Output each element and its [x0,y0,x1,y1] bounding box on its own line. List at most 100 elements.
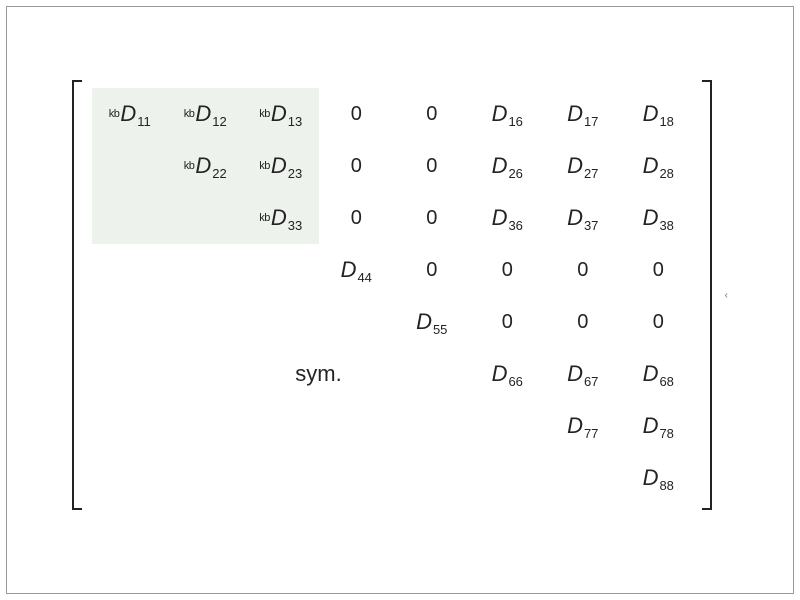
subscript: 12 [212,114,226,129]
cell-7-7: D88 [621,452,697,504]
d-entry: D67 [567,361,598,387]
cell-3-3: D44 [319,244,395,296]
letter-d: D [341,257,357,283]
cell-3-0 [92,244,168,296]
letter-d: D [271,153,287,179]
d-entry: D36 [492,205,523,231]
d-entry: D68 [643,361,674,387]
d-entry: kbD13 [259,101,302,127]
d-entry: D18 [643,101,674,127]
zero: 0 [577,311,588,334]
cell-4-1 [168,296,244,348]
cell-4-6: 0 [545,296,621,348]
subscript: 44 [357,270,371,285]
zero: 0 [502,259,513,282]
letter-d: D [643,361,659,387]
cell-1-7: D28 [621,140,697,192]
letter-d: D [492,205,508,231]
d-entry: D26 [492,153,523,179]
subscript: 36 [508,218,522,233]
letter-d: D [120,101,136,127]
cell-1-1: kbD22 [168,140,244,192]
cell-4-3 [319,296,395,348]
letter-d: D [416,309,432,335]
zero: 0 [351,155,362,178]
cell-3-4: 0 [394,244,470,296]
zero: 0 [502,311,513,334]
d-entry: kbD22 [184,153,227,179]
letter-d: D [195,101,211,127]
cell-0-2: kbD13 [243,88,319,140]
prefix-kb: kb [259,160,270,172]
cell-7-6 [545,452,621,504]
cell-6-2 [243,400,319,452]
letter-d: D [567,205,583,231]
cell-2-4: 0 [394,192,470,244]
cell-3-5: 0 [470,244,546,296]
cell-2-3: 0 [319,192,395,244]
matrix: kbD11kbD12kbD1300D16D17D18kbD22kbD2300D2… [72,80,712,510]
letter-d: D [643,101,659,127]
letter-d: D [492,101,508,127]
subscript: 67 [584,374,598,389]
d-entry: kbD23 [259,153,302,179]
subscript: 38 [659,218,673,233]
cell-2-5: D36 [470,192,546,244]
sym-label: sym. [295,361,341,387]
cell-6-4 [394,400,470,452]
letter-d: D [492,153,508,179]
prefix-kb: kb [109,108,120,120]
letter-d: D [567,361,583,387]
letter-d: D [567,153,583,179]
cell-0-5: D16 [470,88,546,140]
d-entry: D16 [492,101,523,127]
subscript: 22 [212,166,226,181]
subscript: 77 [584,426,598,441]
d-entry: kbD33 [259,205,302,231]
letter-d: D [567,101,583,127]
subscript: 23 [288,166,302,181]
cell-1-3: 0 [319,140,395,192]
subscript: 33 [288,218,302,233]
cell-5-1 [168,348,244,400]
d-entry: kbD11 [109,101,151,127]
bracket-right [702,80,712,510]
cursor-caret: ‹ [725,290,728,301]
d-entry: D88 [643,465,674,491]
subscript: 26 [508,166,522,181]
cell-0-6: D17 [545,88,621,140]
cell-7-3 [319,452,395,504]
letter-d: D [567,413,583,439]
d-entry: D38 [643,205,674,231]
zero: 0 [653,259,664,282]
prefix-kb: kb [259,212,270,224]
zero: 0 [426,155,437,178]
cell-4-4: D55 [394,296,470,348]
d-entry: D17 [567,101,598,127]
letter-d: D [643,153,659,179]
subscript: 11 [137,114,151,129]
letter-d: D [492,361,508,387]
subscript: 68 [659,374,673,389]
d-entry: D66 [492,361,523,387]
cell-2-6: D37 [545,192,621,244]
d-entry: D77 [567,413,598,439]
cell-1-0 [92,140,168,192]
cell-7-1 [168,452,244,504]
matrix-grid: kbD11kbD12kbD1300D16D17D18kbD22kbD2300D2… [92,88,696,504]
subscript: 37 [584,218,598,233]
zero: 0 [426,259,437,282]
prefix-kb: kb [184,108,195,120]
cell-2-1 [168,192,244,244]
d-entry: D37 [567,205,598,231]
cell-4-0 [92,296,168,348]
cell-4-7: 0 [621,296,697,348]
cell-1-2: kbD23 [243,140,319,192]
zero: 0 [653,311,664,334]
cell-4-5: 0 [470,296,546,348]
cell-3-1 [168,244,244,296]
cell-6-3 [319,400,395,452]
letter-d: D [643,205,659,231]
subscript: 13 [288,114,302,129]
zero: 0 [351,103,362,126]
